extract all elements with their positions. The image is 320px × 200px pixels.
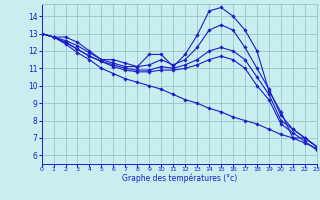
X-axis label: Graphe des températures (°c): Graphe des températures (°c) xyxy=(122,174,237,183)
